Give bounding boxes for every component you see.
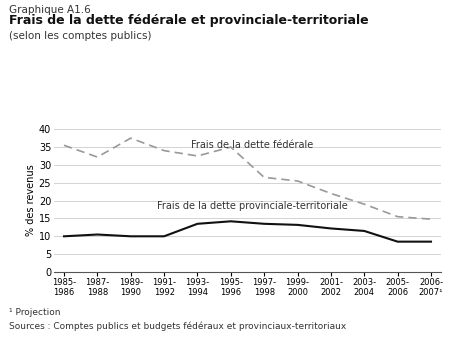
Text: Frais de la dette fédérale: Frais de la dette fédérale [191, 140, 313, 150]
Text: Frais de la dette provinciale-territoriale: Frais de la dette provinciale-territoria… [158, 201, 348, 210]
Text: Frais de la dette fédérale et provinciale-territoriale: Frais de la dette fédérale et provincial… [9, 14, 369, 27]
Y-axis label: % des revenus: % des revenus [26, 165, 36, 237]
Text: Sources : Comptes publics et budgets fédéraux et provinciaux-territoriaux: Sources : Comptes publics et budgets féd… [9, 321, 346, 331]
Text: Graphique A1.6: Graphique A1.6 [9, 5, 91, 15]
Text: (selon les comptes publics): (selon les comptes publics) [9, 31, 152, 40]
Text: ¹ Projection: ¹ Projection [9, 308, 60, 317]
